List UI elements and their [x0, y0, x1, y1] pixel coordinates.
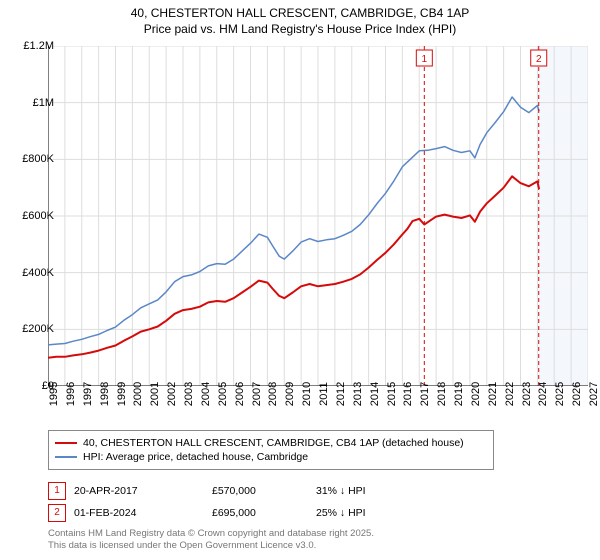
- x-tick-label: 2017: [419, 382, 431, 406]
- titles: 40, CHESTERTON HALL CRESCENT, CAMBRIDGE,…: [0, 0, 600, 37]
- x-tick-label: 2009: [284, 382, 296, 406]
- x-tick-label: 2021: [487, 382, 499, 406]
- y-tick-label: £200K: [8, 323, 54, 335]
- x-tick-label: 2006: [234, 382, 246, 406]
- legend-label-hpi: HPI: Average price, detached house, Camb…: [83, 451, 308, 463]
- x-tick-label: 2010: [301, 382, 313, 406]
- x-tick-label: 2011: [318, 382, 330, 406]
- x-tick-label: 2005: [217, 382, 229, 406]
- legend-swatch-price-paid: [55, 442, 77, 444]
- chart-plot: 12: [48, 46, 588, 386]
- x-tick-label: 2001: [149, 382, 161, 406]
- attribution-line-1: Contains HM Land Registry data © Crown c…: [48, 528, 374, 540]
- y-tick-label: £800K: [8, 153, 54, 165]
- x-tick-label: 2012: [335, 382, 347, 406]
- legend-swatch-hpi: [55, 456, 77, 458]
- legend-item-hpi: HPI: Average price, detached house, Camb…: [55, 451, 487, 463]
- x-tick-label: 2027: [588, 382, 600, 406]
- attribution-line-2: This data is licensed under the Open Gov…: [48, 540, 374, 552]
- y-tick-label: £1.2M: [8, 40, 54, 52]
- title-line-2: Price paid vs. HM Land Registry's House …: [0, 22, 600, 38]
- marker-diff-1: 31% ↓ HPI: [316, 485, 426, 497]
- x-tick-label: 1996: [65, 382, 77, 406]
- x-tick-label: 2013: [352, 382, 364, 406]
- x-tick-label: 2024: [537, 382, 549, 406]
- marker-date-2: 01-FEB-2024: [74, 507, 204, 519]
- x-tick-label: 2004: [200, 382, 212, 406]
- y-tick-label: £400K: [8, 267, 54, 279]
- x-tick-label: 2008: [267, 382, 279, 406]
- x-tick-label: 2000: [132, 382, 144, 406]
- x-tick-label: 2020: [470, 382, 482, 406]
- x-tick-label: 2014: [369, 382, 381, 406]
- x-tick-label: 2002: [166, 382, 178, 406]
- marker-table: 1 20-APR-2017 £570,000 31% ↓ HPI 2 01-FE…: [48, 478, 426, 526]
- marker-row-2: 2 01-FEB-2024 £695,000 25% ↓ HPI: [48, 504, 426, 522]
- legend-item-price-paid: 40, CHESTERTON HALL CRESCENT, CAMBRIDGE,…: [55, 437, 487, 449]
- svg-text:1: 1: [422, 54, 428, 65]
- chart-container: 40, CHESTERTON HALL CRESCENT, CAMBRIDGE,…: [0, 0, 600, 560]
- marker-badge-1: 1: [48, 482, 66, 500]
- attribution: Contains HM Land Registry data © Crown c…: [48, 528, 374, 553]
- x-tick-label: 2003: [183, 382, 195, 406]
- marker-price-2: £695,000: [212, 507, 308, 519]
- x-tick-label: 2015: [386, 382, 398, 406]
- x-tick-label: 2019: [453, 382, 465, 406]
- legend-label-price-paid: 40, CHESTERTON HALL CRESCENT, CAMBRIDGE,…: [83, 437, 464, 449]
- x-tick-label: 2018: [436, 382, 448, 406]
- x-tick-label: 2007: [251, 382, 263, 406]
- x-tick-label: 2025: [554, 382, 566, 406]
- x-tick-label: 2026: [571, 382, 583, 406]
- title-line-1: 40, CHESTERTON HALL CRESCENT, CAMBRIDGE,…: [0, 6, 600, 22]
- x-tick-label: 2023: [521, 382, 533, 406]
- legend: 40, CHESTERTON HALL CRESCENT, CAMBRIDGE,…: [48, 430, 494, 470]
- marker-badge-2: 2: [48, 504, 66, 522]
- y-tick-label: £1M: [8, 97, 54, 109]
- marker-diff-2: 25% ↓ HPI: [316, 507, 426, 519]
- marker-row-1: 1 20-APR-2017 £570,000 31% ↓ HPI: [48, 482, 426, 500]
- marker-price-1: £570,000: [212, 485, 308, 497]
- y-tick-label: £600K: [8, 210, 54, 222]
- x-tick-label: 1999: [116, 382, 128, 406]
- x-tick-label: 2022: [504, 382, 516, 406]
- x-tick-label: 2016: [402, 382, 414, 406]
- svg-text:2: 2: [536, 54, 542, 65]
- x-tick-label: 1997: [82, 382, 94, 406]
- x-tick-label: 1995: [48, 382, 60, 406]
- marker-date-1: 20-APR-2017: [74, 485, 204, 497]
- x-tick-label: 1998: [99, 382, 111, 406]
